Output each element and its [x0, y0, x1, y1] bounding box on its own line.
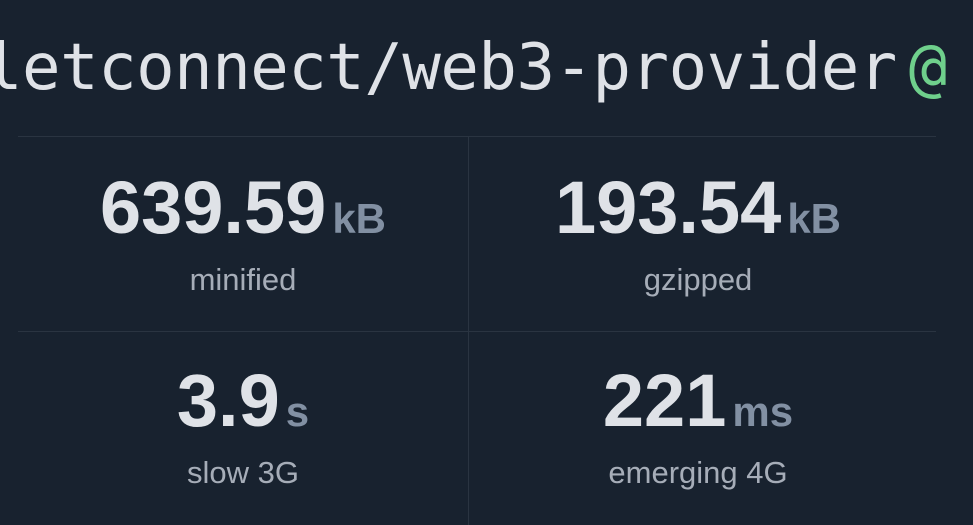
version-separator: @ [908, 31, 948, 105]
stat-label: minified [189, 262, 297, 297]
stat-minified: 639.59 kB minified [18, 168, 468, 299]
package-title: letconnect/web3-provider @ [0, 28, 947, 108]
stat-value: 221 [602, 359, 727, 442]
divider [18, 331, 936, 332]
stat-value: 3.9 [176, 359, 280, 442]
stat-unit: kB [332, 195, 387, 242]
stats-grid: 639.59 kB minified 193.54 kB gzipped 3.9 s … [18, 136, 936, 525]
stat-emerging-4g: 221 ms emerging 4G [473, 361, 923, 492]
stat-slow-3g: 3.9 s slow 3G [18, 361, 468, 492]
stat-label: gzipped [643, 262, 753, 297]
stat-value: 193.54 [554, 166, 782, 249]
stat-label: emerging 4G [608, 455, 788, 490]
divider [468, 136, 469, 525]
package-name: letconnect/web3-provider [0, 31, 897, 105]
stat-unit: kB [787, 195, 842, 242]
stat-label: slow 3G [187, 455, 299, 490]
stat-unit: ms [732, 388, 794, 435]
divider [18, 136, 936, 137]
stat-value: 639.59 [99, 166, 327, 249]
stat-gzipped: 193.54 kB gzipped [473, 168, 923, 299]
stat-unit: s [285, 388, 310, 435]
